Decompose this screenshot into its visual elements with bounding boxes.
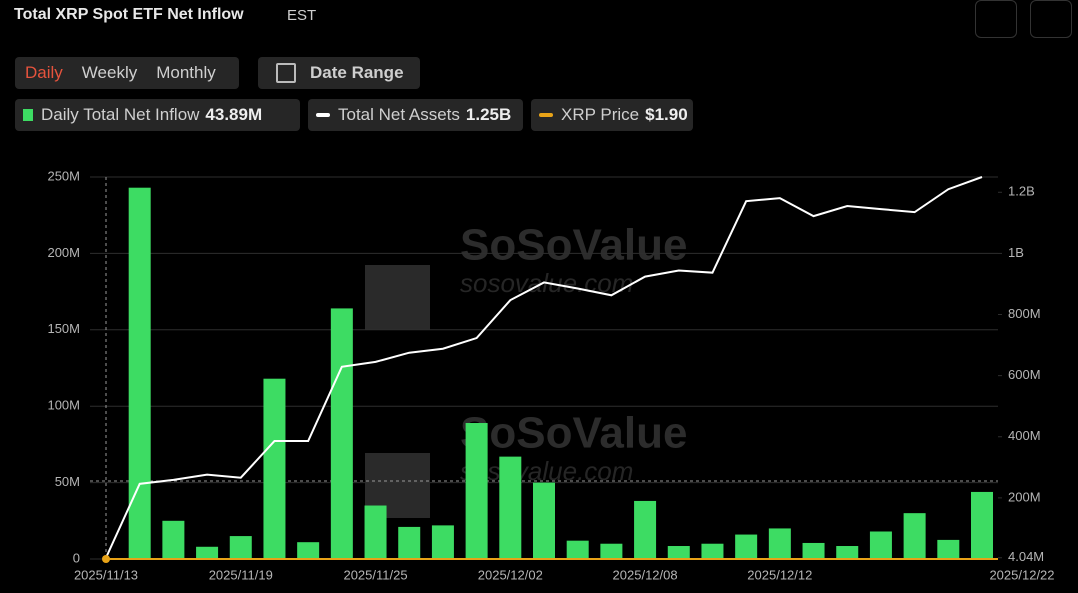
legend-item[interactable]: XRP Price $1.90 [531, 99, 693, 131]
y-tick-label: 150M [47, 321, 80, 336]
bar [364, 505, 387, 559]
y2-tick-label: 200M [1008, 489, 1041, 504]
bar [701, 543, 724, 559]
x-tick-label: 2025/12/12 [747, 567, 812, 582]
tab-group: Daily Weekly Monthly [15, 57, 239, 89]
bar [600, 543, 623, 559]
watermark: SoSoValue [460, 221, 687, 270]
x-tick-label: 2025/12/22 [989, 567, 1054, 582]
x-tick-label: 2025/11/13 [74, 567, 138, 582]
bar [229, 536, 252, 559]
legend-swatch [539, 113, 553, 117]
bar [667, 546, 690, 559]
tab[interactable]: Daily [25, 63, 63, 82]
bar [465, 423, 488, 559]
legend-value: 1.25B [465, 105, 512, 124]
x-tick-label: 2025/11/25 [343, 567, 407, 582]
watermark: SoSoValue [460, 409, 687, 458]
legend-swatch [316, 113, 330, 117]
tab[interactable]: Monthly [156, 63, 216, 82]
date-range-label: Date Range [310, 63, 404, 82]
y2-tick-label: 600M [1008, 367, 1041, 382]
legend-name: Daily Total Net Inflow [41, 105, 200, 124]
y2-tick-label: 1B [1008, 245, 1024, 260]
bar [735, 534, 758, 559]
date-range-button[interactable]: Date Range [258, 57, 420, 89]
legend-name: XRP Price [561, 105, 640, 124]
bar [971, 491, 993, 559]
y-tick-label: 200M [47, 245, 80, 260]
y2-tick-label: 400M [1008, 428, 1041, 443]
bar [263, 378, 286, 559]
bar [330, 308, 353, 559]
bar [869, 531, 892, 559]
bar [836, 546, 859, 559]
legend-swatch [23, 109, 33, 121]
y-tick-label: 50M [55, 474, 80, 489]
legend-name: Total Net Assets [338, 105, 460, 124]
legend-item[interactable]: Daily Total Net Inflow 43.89M [15, 99, 300, 131]
line [105, 176, 983, 559]
bar [499, 456, 522, 559]
y2-tick-label: 1.2B [1008, 184, 1035, 199]
bar [398, 526, 421, 559]
bar [566, 540, 589, 559]
x-tick-label: 2025/12/08 [613, 567, 678, 582]
fullscreen-button[interactable] [975, 0, 1017, 38]
timezone[interactable]: EST [287, 7, 317, 24]
hover-dot [102, 555, 110, 563]
bar [768, 528, 791, 559]
share-button[interactable] [1030, 0, 1072, 38]
legend-value: 43.89M [205, 105, 263, 124]
tab[interactable]: Weekly [81, 63, 138, 82]
y2-tick-label: 800M [1008, 306, 1041, 321]
y-tick-label: 250M [47, 168, 80, 183]
bar [128, 187, 151, 560]
title: Total XRP Spot ETF Net Inflow [14, 6, 244, 23]
bar [431, 525, 454, 559]
bar [937, 539, 960, 559]
bar [533, 482, 555, 559]
legend-item[interactable]: Total Net Assets 1.25B [308, 99, 523, 131]
legend-value: $1.90 [645, 105, 688, 124]
watermark-logo [365, 265, 430, 330]
bar [634, 500, 657, 559]
y2-tick-label: 4.04M [1008, 549, 1044, 564]
bar [802, 542, 825, 559]
y-tick-label: 100M [47, 398, 80, 413]
bar [297, 542, 320, 559]
calendar-icon [276, 63, 296, 83]
bar [162, 520, 185, 559]
bar [196, 546, 219, 559]
y-tick-label: 0 [73, 550, 80, 565]
x-tick-label: 2025/12/02 [478, 567, 543, 582]
x-tick-label: 2025/11/19 [209, 567, 273, 582]
bar [903, 513, 926, 559]
